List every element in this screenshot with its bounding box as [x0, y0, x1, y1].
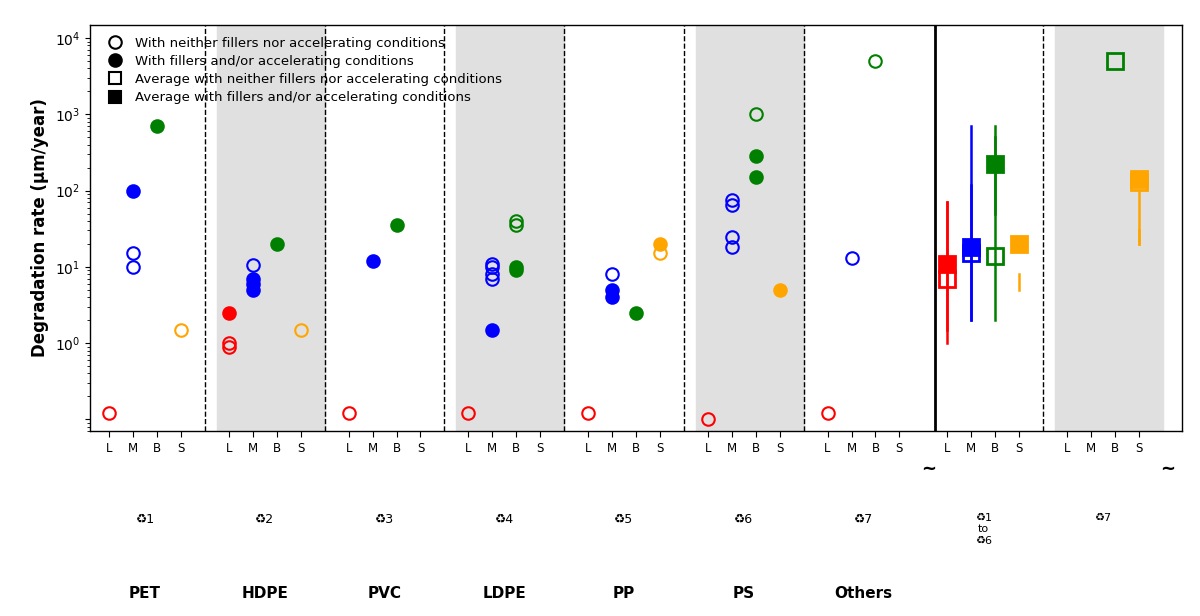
Bar [217, 25, 325, 431]
Text: ♻5: ♻5 [614, 513, 634, 525]
Legend: With neither fillers nor accelerating conditions, With fillers and/or accelerati: With neither fillers nor accelerating co… [96, 31, 508, 110]
Text: PP: PP [613, 586, 635, 601]
Y-axis label: Degradation rate (μm/year): Degradation rate (μm/year) [31, 99, 49, 357]
Text: PVC: PVC [367, 586, 402, 601]
Text: ♻2: ♻2 [256, 513, 275, 525]
Text: ♻6: ♻6 [734, 513, 754, 525]
Text: HDPE: HDPE [241, 586, 288, 601]
Bar [696, 25, 804, 431]
Text: ~: ~ [920, 460, 936, 477]
Text: ♻1
to
♻6: ♻1 to ♻6 [974, 513, 991, 546]
Text: LDPE: LDPE [482, 586, 526, 601]
Text: Others: Others [834, 586, 893, 601]
Text: ♻4: ♻4 [494, 513, 514, 525]
Text: ♻7: ♻7 [1094, 513, 1111, 522]
Text: ~: ~ [1160, 460, 1175, 477]
Text: ♻1: ♻1 [136, 513, 155, 525]
Text: ♻7: ♻7 [854, 513, 874, 525]
Text: ♻3: ♻3 [374, 513, 394, 525]
Text: PET: PET [130, 586, 161, 601]
Text: PS: PS [733, 586, 755, 601]
Bar [1055, 25, 1163, 431]
Bar [456, 25, 564, 431]
